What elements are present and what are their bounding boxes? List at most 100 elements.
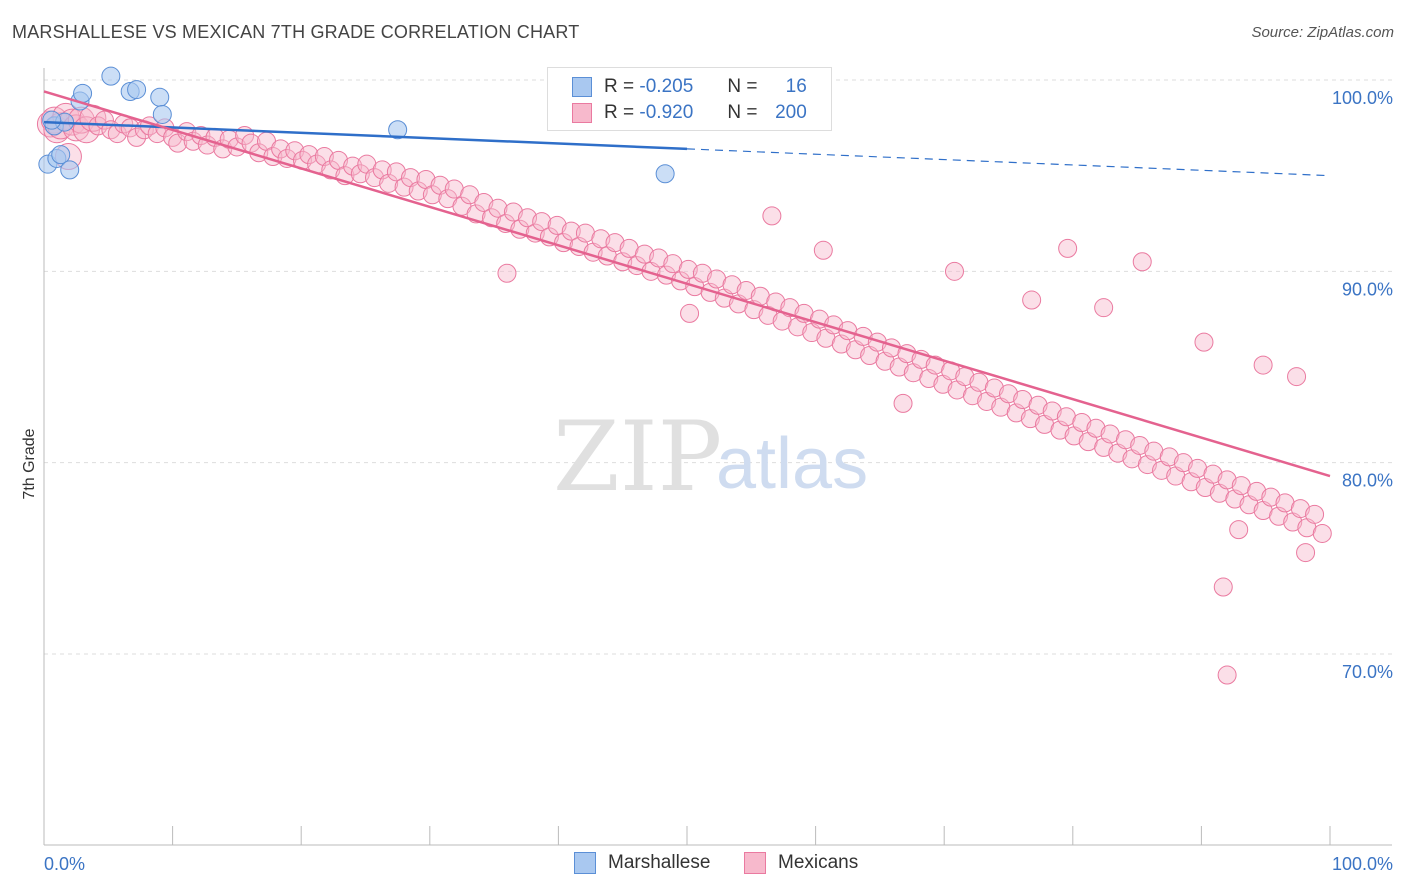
mexicans-point: [1086, 418, 1106, 438]
watermark-zip: ZIP: [553, 401, 722, 513]
legend-r-value: -0.205: [639, 76, 694, 97]
mexicans-point: [1296, 543, 1316, 563]
mexicans-point: [984, 378, 1004, 398]
mexicans-point: [649, 248, 669, 268]
source-label: Source: ZipAtlas.com: [1251, 24, 1394, 41]
mexicans-point: [1094, 298, 1114, 318]
tick-labels: 100.0% 90.0% 80.0% 70.0% 0.0% 100.0%: [44, 88, 1393, 874]
mexicans-point: [350, 164, 370, 184]
mexicans-point: [379, 173, 399, 193]
mexicans-point: [321, 160, 341, 180]
bottom-legend-mexicans: Mexicans: [744, 852, 858, 874]
mexicans-point: [120, 118, 140, 138]
mexicans-point: [813, 240, 833, 260]
mexicans-point: [1194, 332, 1214, 352]
mexicans-point: [127, 127, 147, 147]
mexicans-point: [722, 275, 742, 295]
mexicans-point: [1312, 523, 1332, 543]
mexicans-point: [547, 215, 567, 235]
marshallese-trend-line: [43, 120, 688, 151]
mexicans-point: [944, 261, 964, 281]
bottom-legend-swatch-marshallese: [574, 852, 596, 874]
mexicans-point: [1058, 238, 1078, 258]
legend-r-label: R =: [604, 76, 635, 97]
mexicans-point: [497, 263, 517, 283]
mexicans-point: [1217, 665, 1237, 685]
mexicans-point: [1130, 435, 1150, 455]
legend-row-mexicans: R = -0.920 N = 200: [572, 100, 807, 126]
mexicans-point: [1229, 520, 1249, 540]
mexicans-point: [591, 229, 611, 249]
mexicans-point: [1247, 481, 1267, 501]
mexicans-point: [1042, 401, 1062, 421]
bottom-legend-label-marshallese: Marshallese: [608, 852, 711, 873]
legend-n-value: 200: [775, 102, 807, 123]
mexicans-point: [692, 263, 712, 283]
bottom-legend-swatch-mexicans: [744, 852, 766, 874]
mexicans-point: [762, 206, 782, 226]
mexicans-point: [474, 192, 494, 212]
marshallese-trend-extension: [686, 148, 1331, 177]
marshallese-point: [101, 66, 121, 86]
mexicans-point: [1287, 367, 1307, 387]
mexicans-point: [285, 141, 305, 161]
legend-n-label: N =: [727, 76, 758, 97]
mexicans-point: [605, 233, 625, 253]
watermark-atlas: atlas: [716, 424, 868, 504]
marshallese-point: [51, 145, 71, 165]
mexicans-point: [635, 244, 655, 264]
mexicans-point: [394, 177, 414, 197]
mexicans-point: [271, 139, 291, 159]
mexicans-point: [893, 393, 913, 413]
mexicans-points: [36, 102, 1332, 685]
mexicans-point: [408, 181, 428, 201]
mexicans-point: [1072, 412, 1092, 432]
grid-lines: [44, 79, 1392, 655]
mexicans-point: [1253, 355, 1273, 375]
x-tick-label: 100.0%: [1332, 854, 1393, 874]
legend-r-label: R =: [604, 102, 635, 123]
y-tick-label: 70.0%: [1342, 662, 1393, 682]
mexicans-point: [1116, 430, 1136, 450]
watermark: ZIP atlas: [553, 401, 868, 513]
legend-row-marshallese: R = -0.205 N = 16: [572, 74, 807, 100]
mexicans-point: [1173, 453, 1193, 473]
mexicans-point: [1217, 470, 1237, 490]
legend-r-value: -0.920: [639, 102, 694, 123]
bottom-legend-marshallese: Marshallese: [574, 852, 710, 874]
mexicans-point: [386, 162, 406, 182]
mexicans-point: [680, 303, 700, 323]
axes: [43, 68, 1392, 846]
mexicans-point: [1213, 577, 1233, 597]
y-tick-label: 80.0%: [1342, 471, 1393, 491]
marshallese-point: [127, 80, 147, 100]
mexicans-point: [678, 259, 698, 279]
mexicans-point: [482, 208, 502, 228]
mexicans-point: [518, 208, 538, 228]
mexicans-point: [343, 156, 363, 176]
mexicans-point: [503, 202, 523, 222]
marshallese-point: [655, 164, 675, 184]
marshallese-point: [150, 87, 170, 107]
mexicans-point: [1132, 252, 1152, 272]
mexicans-point: [1290, 499, 1310, 519]
marshallese-point: [73, 83, 93, 103]
mexicans-point: [1028, 395, 1048, 415]
legend: R = -0.205 N = 16 R = -0.920 N = 200: [547, 67, 832, 131]
y-tick-label: 100.0%: [1332, 88, 1393, 108]
mexicans-point: [561, 221, 581, 241]
bottom-legend-label-mexicans: Mexicans: [778, 852, 859, 873]
mexicans-point: [422, 185, 442, 205]
mexicans-point: [488, 198, 508, 218]
mexicans-point: [365, 168, 385, 188]
marshallese-point: [42, 110, 62, 130]
x-tick-label: 0.0%: [44, 854, 85, 874]
chart-title: MARSHALLESE VS MEXICAN 7TH GRADE CORRELA…: [12, 22, 580, 42]
mexicans-point: [736, 280, 756, 300]
bottom-legend: Marshallese Mexicans: [0, 852, 1406, 878]
trend-lines: [43, 90, 1331, 478]
legend-n-value: 16: [785, 76, 807, 97]
mexicans-point: [299, 145, 319, 165]
mexicans-trend-line: [43, 90, 1331, 478]
